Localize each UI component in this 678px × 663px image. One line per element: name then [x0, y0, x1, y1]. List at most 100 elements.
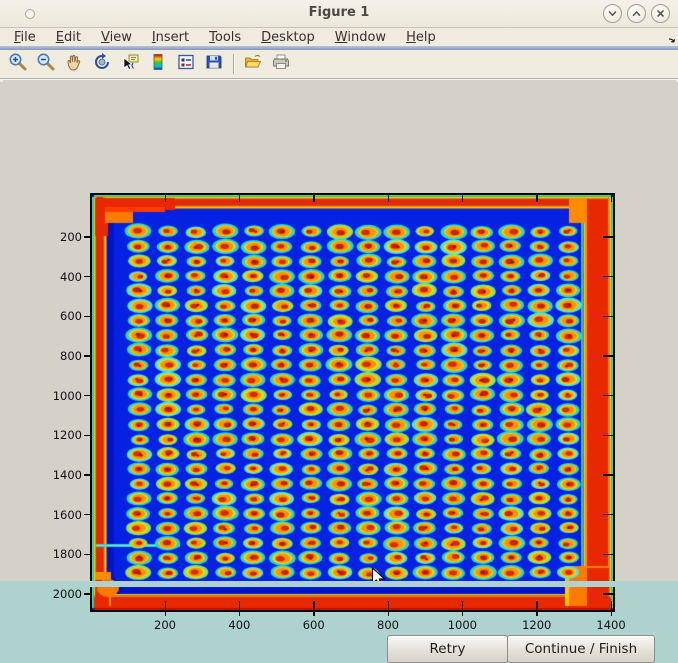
- x-tick-mark-top: [313, 195, 315, 202]
- menu-view[interactable]: View: [100, 29, 132, 45]
- x-tick-label: 200: [154, 618, 176, 632]
- y-tick-mark: [84, 236, 92, 238]
- rotate-3d-icon: [92, 52, 112, 76]
- y-tick-mark: [84, 355, 92, 357]
- data-cursor-icon: [120, 52, 140, 76]
- y-tick-label: 1800: [52, 547, 82, 562]
- continue-finish-button[interactable]: Continue / Finish: [507, 635, 655, 663]
- x-tick-mark-top: [387, 195, 389, 202]
- y-tick-mark-right: [603, 236, 613, 238]
- colorbar-icon: [148, 52, 168, 76]
- insert-legend-button[interactable]: [173, 51, 199, 77]
- x-tick-label: 1400: [596, 618, 626, 632]
- menu-file[interactable]: File: [14, 29, 36, 45]
- desktop-strip: [0, 581, 678, 587]
- zoom-out-icon: [36, 52, 56, 76]
- y-tick-mark-right: [603, 434, 613, 436]
- maximize-button[interactable]: [627, 4, 646, 23]
- y-tick-mark: [84, 593, 92, 595]
- titlebar: Figure 1: [0, 0, 678, 28]
- x-tick-label: 800: [377, 618, 399, 632]
- y-tick-label: 1400: [52, 467, 82, 482]
- x-tick-mark: [387, 601, 389, 616]
- y-tick-mark: [84, 394, 92, 397]
- open-file-button[interactable]: [240, 51, 266, 77]
- print-figure-button[interactable]: [268, 51, 294, 77]
- y-tick-label: 1200: [52, 428, 82, 443]
- window-menu-icon[interactable]: [25, 9, 35, 19]
- y-tick-label: 1000: [52, 388, 82, 403]
- toolbar-separator: [233, 54, 234, 74]
- y-tick-mark: [84, 474, 92, 476]
- y-tick-mark-right: [603, 474, 613, 476]
- plot-axes: 200 400 600 800 1000 1200 1400 200 400 600 800 1000…: [53, 193, 626, 632]
- menu-tools[interactable]: Tools: [209, 29, 242, 45]
- y-tick-mark-right: [603, 355, 613, 357]
- x-tick-label: 1200: [522, 618, 552, 632]
- x-tick-label: 400: [228, 618, 251, 632]
- menu-desktop[interactable]: Desktop: [261, 29, 315, 45]
- y-tick-mark-right: [603, 513, 613, 516]
- x-tick-mark: [610, 601, 612, 616]
- zoom-out-button[interactable]: [33, 51, 59, 77]
- window-controls: [603, 4, 670, 23]
- menubar-divider: [0, 46, 678, 50]
- x-tick-mark-top: [461, 195, 464, 202]
- y-tick-mark-right: [603, 315, 613, 317]
- save-icon: [204, 52, 224, 76]
- x-tick-mark: [461, 601, 464, 616]
- close-icon: [655, 8, 666, 19]
- microplate-heatmap-image[interactable]: [92, 195, 613, 610]
- y-tick-label: 400: [60, 269, 82, 284]
- printer-icon: [271, 52, 291, 76]
- menubar: File Edit View Insert Tools Desktop Wind…: [0, 28, 678, 46]
- zoom-in-icon: [8, 52, 28, 76]
- menu-insert[interactable]: Insert: [151, 29, 190, 45]
- y-tick-mark-right: [603, 275, 613, 278]
- window-title: Figure 1: [308, 5, 370, 20]
- open-folder-icon: [243, 52, 263, 76]
- shade-button[interactable]: [603, 4, 622, 23]
- pan-hand-icon: [64, 52, 84, 76]
- data-cursor-button[interactable]: [117, 51, 143, 77]
- x-tick-mark-top: [164, 195, 166, 202]
- x-tick-mark: [313, 601, 315, 616]
- y-tick-mark-right: [603, 394, 613, 397]
- figure-toolbar: [0, 50, 678, 79]
- y-tick-mark: [84, 275, 92, 278]
- chevron-down-icon: [607, 8, 618, 19]
- y-tick-label: 800: [60, 348, 82, 363]
- rotate-3d-button[interactable]: [89, 51, 115, 77]
- y-tick-mark: [84, 513, 92, 516]
- insert-colorbar-button[interactable]: [145, 51, 171, 77]
- figure-canvas-area: 200 400 600 800 1000 1200 1400 200 400 600 800 1000…: [0, 82, 678, 663]
- pan-button[interactable]: [61, 51, 87, 77]
- menu-edit[interactable]: Edit: [55, 29, 81, 45]
- save-figure-button[interactable]: [201, 51, 227, 77]
- x-tick-mark: [536, 601, 538, 616]
- legend-icon: [176, 52, 196, 76]
- retry-button[interactable]: Retry: [387, 635, 508, 663]
- y-tick-label: 2000: [52, 586, 82, 601]
- y-tick-label: 600: [60, 309, 82, 324]
- x-tick-mark: [238, 601, 241, 616]
- zoom-in-button[interactable]: [5, 51, 31, 77]
- y-tick-label: 1600: [52, 507, 82, 522]
- close-button[interactable]: [651, 4, 670, 23]
- y-tick-label: 200: [60, 229, 82, 244]
- x-tick-mark: [164, 601, 166, 616]
- menu-window[interactable]: Window: [334, 29, 387, 45]
- x-tick-mark-top: [536, 195, 538, 202]
- x-tick-label: 1000: [447, 618, 477, 632]
- chevron-up-icon: [631, 8, 642, 19]
- y-tick-mark-right: [603, 593, 613, 595]
- x-tick-label: 600: [302, 618, 325, 632]
- y-tick-mark: [84, 434, 92, 436]
- menu-overflow-icon[interactable]: [668, 31, 678, 50]
- x-tick-mark-top: [238, 195, 241, 202]
- y-tick-mark-right: [603, 553, 613, 555]
- y-tick-mark: [84, 553, 92, 555]
- x-tick-mark-top: [610, 195, 612, 202]
- menu-help[interactable]: Help: [406, 29, 436, 45]
